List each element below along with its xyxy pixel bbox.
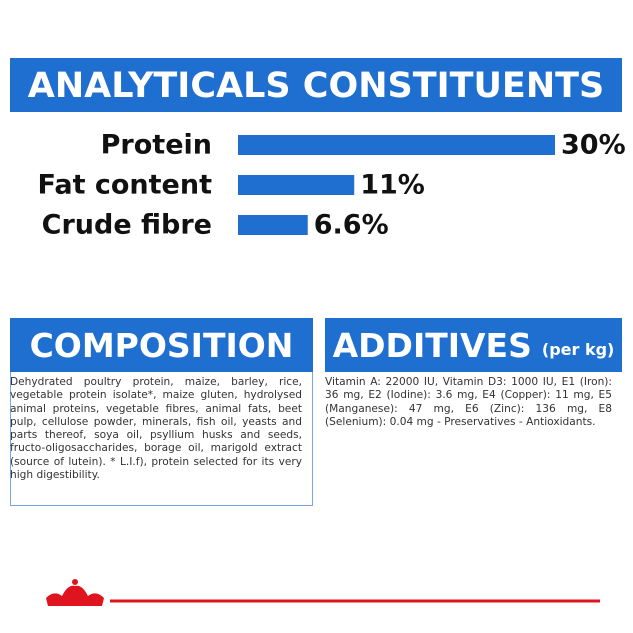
crown (46, 585, 104, 606)
additives-unit: (per kg) (541, 339, 615, 359)
category-label: Crude fibre (42, 210, 212, 241)
value-label: 6.6% (314, 210, 389, 241)
bar (238, 215, 308, 235)
value-label: 11% (360, 170, 425, 201)
additives-title: ADDITIVES (332, 325, 532, 365)
additives-header: ADDITIVES (per kg) (325, 318, 622, 372)
bar (238, 175, 355, 195)
composition-title: COMPOSITION (29, 325, 294, 365)
logo (46, 579, 600, 606)
value-label: 30% (561, 130, 626, 161)
additives-text: Vitamin A: 22000 IU, Vitamin D3: 1000 IU… (325, 376, 612, 428)
title-band (10, 58, 622, 112)
composition-header: COMPOSITION (10, 318, 313, 372)
bar (238, 135, 555, 155)
category-label: Protein (101, 130, 212, 161)
composition-box (10, 372, 313, 506)
composition-text: Dehydrated poultry protein, maize, barle… (10, 376, 302, 482)
crown-dot (72, 579, 78, 585)
chart-title: ANALYTICALS CONSTITUENTS (28, 66, 604, 106)
category-label: Fat content (37, 170, 212, 201)
